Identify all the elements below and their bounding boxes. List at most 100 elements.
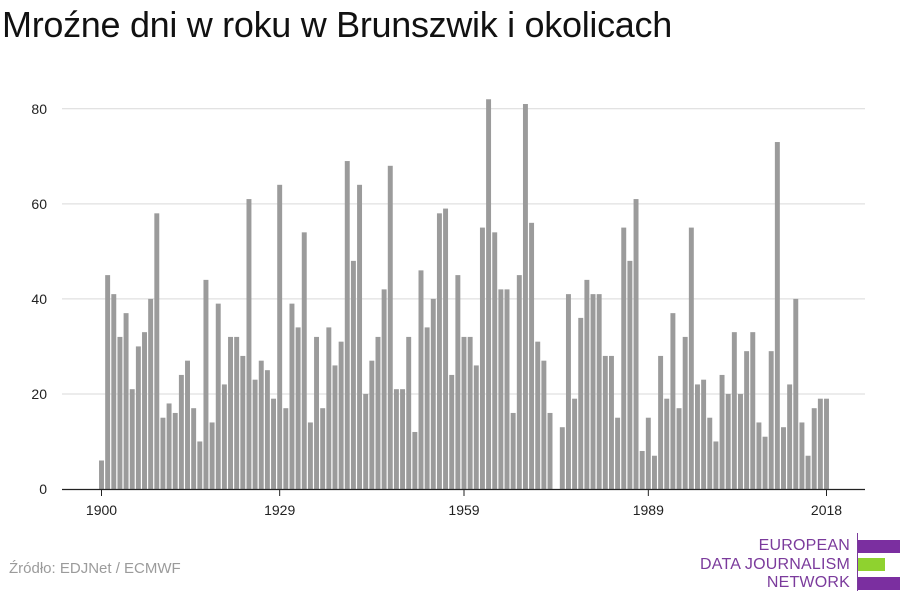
bar (676, 408, 682, 489)
bar (473, 365, 479, 489)
bar (142, 332, 147, 489)
bar (535, 341, 541, 489)
bar (707, 417, 713, 489)
bar (307, 422, 313, 489)
bar (99, 460, 104, 489)
bar (731, 332, 737, 489)
bar (117, 336, 123, 489)
bar (811, 408, 817, 489)
bar (123, 313, 129, 489)
source-note: Źródło: EDJNet / ECMWF (9, 560, 181, 577)
logo-bar-purple-bottom (858, 577, 900, 590)
bar (215, 303, 221, 489)
logo-line-1: EUROPEAN (758, 537, 850, 554)
bar (522, 104, 528, 489)
bar (756, 422, 762, 489)
bar (344, 161, 350, 489)
bar (738, 393, 743, 489)
bar (326, 327, 332, 489)
bar (400, 389, 406, 489)
bar (762, 436, 768, 489)
bar (234, 336, 240, 489)
bar (314, 336, 320, 489)
bar (185, 360, 190, 489)
y-tick-label: 0 (39, 481, 47, 497)
bar (148, 298, 154, 489)
bar (695, 384, 700, 489)
bar (744, 351, 750, 489)
bar (240, 355, 246, 489)
bar (154, 213, 160, 489)
bar (565, 294, 571, 489)
bar (228, 336, 233, 489)
bar (572, 398, 578, 489)
x-tick-label: 1989 (633, 502, 664, 518)
bar (387, 165, 393, 490)
x-tick-label: 1929 (264, 502, 295, 518)
bar (774, 142, 780, 490)
bar (547, 412, 553, 489)
x-tick-label: 1900 (86, 502, 117, 518)
bar (289, 303, 295, 489)
y-tick-label: 40 (31, 291, 47, 307)
logo-bar-green (858, 558, 885, 571)
bar (645, 417, 651, 489)
bar (172, 412, 178, 489)
bar (781, 427, 786, 489)
bar (430, 298, 436, 489)
bar (357, 184, 363, 489)
bar (688, 227, 694, 489)
bar (166, 403, 172, 489)
bar (105, 275, 111, 489)
bar (633, 199, 639, 489)
bar (455, 275, 461, 489)
bar (639, 450, 645, 489)
bar (271, 398, 277, 489)
bar (682, 336, 688, 489)
bar (252, 379, 258, 489)
bar (369, 360, 375, 489)
bar (461, 336, 467, 489)
bar (436, 213, 442, 489)
bar (209, 422, 215, 489)
bar (615, 417, 621, 489)
bar (443, 208, 449, 489)
bar (479, 227, 485, 489)
bar (621, 227, 627, 489)
bar (793, 298, 799, 489)
bar (713, 441, 719, 489)
bar (516, 275, 522, 489)
bar (725, 393, 731, 489)
bar (541, 360, 547, 489)
y-tick-label: 80 (31, 101, 47, 117)
bar (295, 327, 301, 489)
bar (258, 360, 264, 489)
bar (817, 398, 823, 489)
bar (504, 289, 510, 489)
bars (99, 99, 829, 490)
bar (277, 184, 283, 489)
logo-bar-purple-top (858, 540, 900, 553)
x-tick-label: 1959 (448, 502, 479, 518)
bar (799, 422, 805, 489)
logo-text: EUROPEAN DATA JOURNALISM NETWORK (700, 537, 850, 593)
bar (768, 351, 774, 489)
bar (787, 384, 793, 489)
bar (406, 336, 412, 489)
bar (197, 441, 203, 489)
bar (375, 336, 381, 489)
bar (486, 99, 492, 490)
bar (651, 455, 657, 489)
bar (350, 260, 356, 489)
bar (320, 408, 326, 489)
bar (596, 294, 602, 489)
bar (805, 455, 811, 489)
bar (203, 279, 209, 489)
bar (381, 289, 387, 489)
bar (670, 313, 676, 489)
bar (393, 389, 399, 489)
chart-title: Mroźne dni w roku w Brunszwik i okolicac… (2, 4, 672, 45)
bar (221, 384, 227, 489)
bar (129, 389, 135, 489)
